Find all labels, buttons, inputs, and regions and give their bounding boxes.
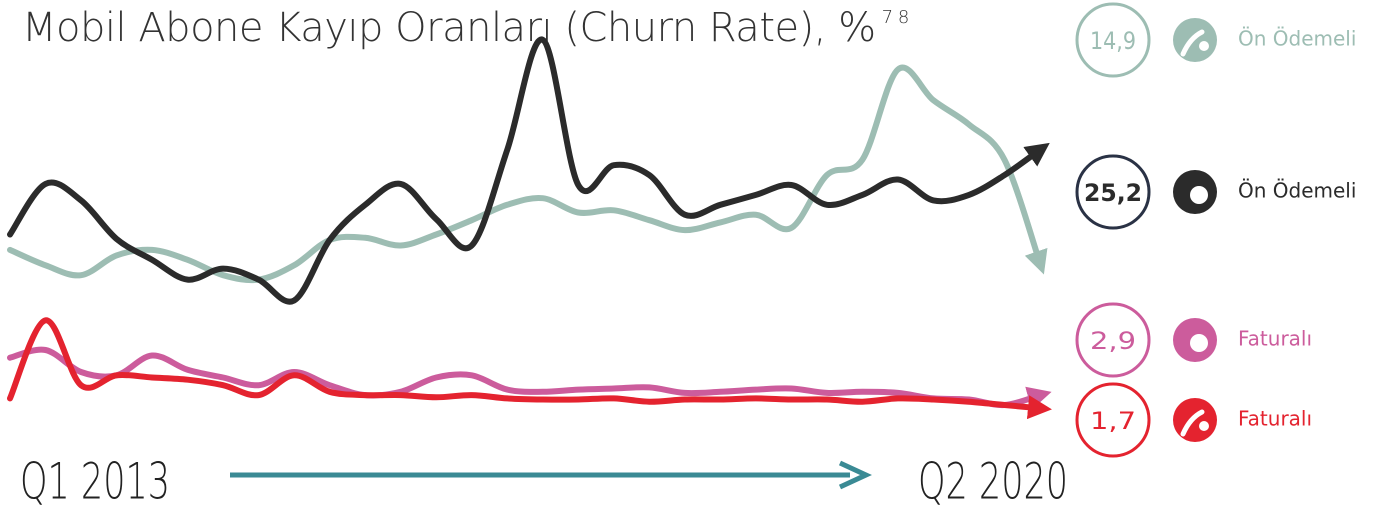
title-text: Mobil Abone Kayıp Oranları (Churn Rate),… — [22, 5, 876, 51]
end-value-circle — [1075, 154, 1151, 230]
end-value-circle — [1075, 2, 1151, 78]
end-value-label: 2,9 — [1090, 327, 1136, 355]
legend-label: Ön Ödemeli — [1238, 179, 1356, 203]
end-value-circle — [1075, 382, 1151, 458]
operator-icon-mark — [1190, 186, 1208, 204]
series-line — [7, 346, 1052, 410]
legend-label: Faturalı — [1238, 407, 1312, 431]
operator-icon-dot — [1199, 41, 1209, 51]
operator-icon-mark — [1180, 29, 1205, 57]
legend-label: Ön Ödemeli — [1238, 27, 1356, 51]
time-arrow-head — [838, 460, 872, 490]
end-value-label: 14,9 — [1090, 27, 1136, 55]
title-superscript: 7 8 — [882, 7, 909, 28]
end-value-circle — [1075, 302, 1151, 378]
operator-icon-mark — [1190, 334, 1208, 352]
series-line — [7, 64, 1048, 284]
end-value-label: 25,2 — [1084, 179, 1142, 207]
legend-label: Faturalı — [1238, 327, 1312, 351]
operator-icon-dot — [1199, 421, 1209, 431]
series-line — [7, 317, 1052, 420]
end-value-label: 1,7 — [1090, 407, 1136, 435]
series-line — [7, 36, 1050, 305]
operator-icon-mark — [1180, 409, 1205, 437]
x-tick-label: Q1 2013 — [20, 453, 170, 511]
x-tick-label: Q2 2020 — [918, 453, 1068, 511]
chart-title: Mobil Abone Kayıp Oranları (Churn Rate),… — [22, 5, 909, 51]
